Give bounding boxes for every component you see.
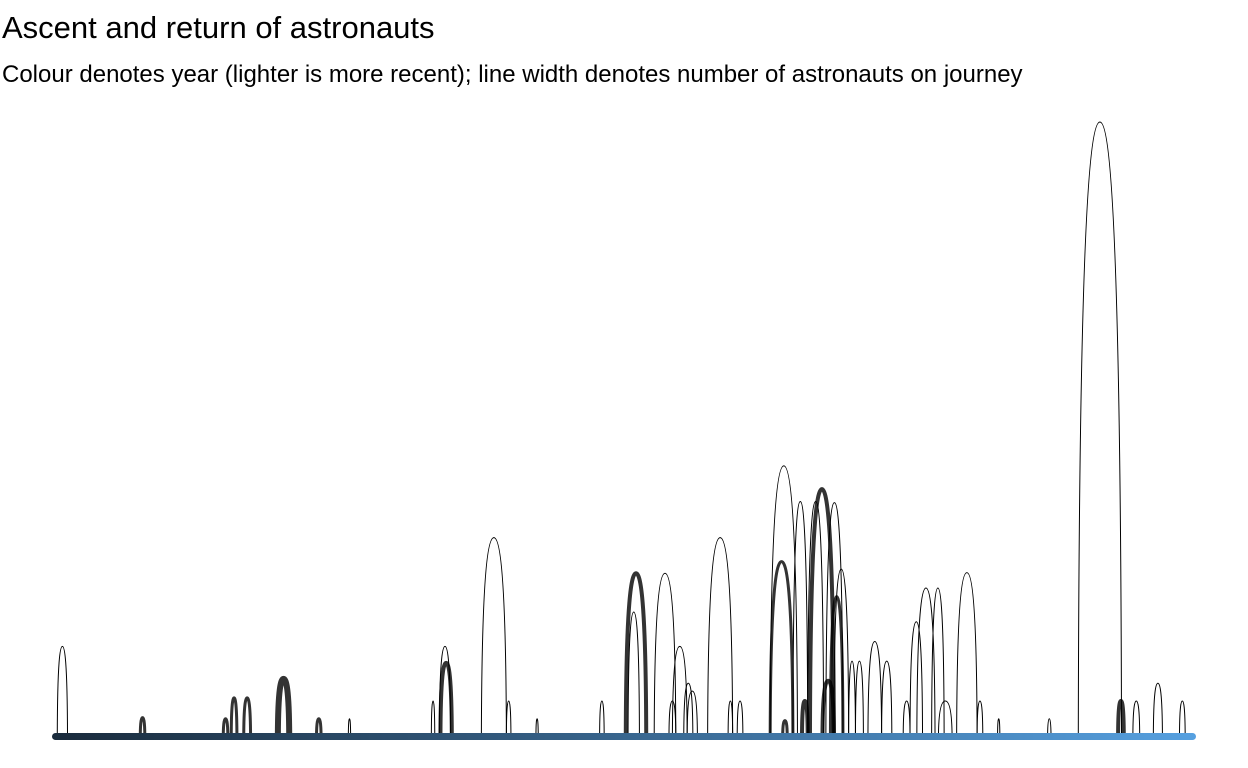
journey-arc-49 [1047,718,1052,737]
journey-arc-17 [627,611,640,737]
journey-arc-39 [867,640,883,737]
journey-arc-15 [599,700,605,737]
journey-arc-2 [138,716,147,737]
journey-arc-53 [1152,682,1163,737]
chart-title: Ascent and return of astronauts [2,10,435,45]
journey-arc-54 [1178,700,1186,737]
journey-arc-40 [881,660,893,737]
journey-arc-18 [653,572,677,737]
journey-arc-25 [736,700,744,737]
journey-arc-24 [727,700,734,737]
journey-arc-27 [768,560,795,737]
journey-arc-12 [480,537,507,737]
journey-arc-38 [854,660,864,737]
timeline-baseline [52,733,1196,740]
journey-arc-29 [792,500,809,737]
journey-arc-7 [315,717,323,737]
journey-arc-50 [1077,121,1123,737]
chart-subtitle: Colour denotes year (lighter is more rec… [2,61,1023,88]
journey-arc-30 [800,699,810,737]
journey-arc-22 [686,690,698,737]
journey-arc-16 [623,571,649,737]
journey-arc-5 [242,696,253,737]
journey-arc-6 [274,675,293,737]
journey-arc-20 [671,645,688,737]
journey-arc-42 [909,621,924,737]
journey-arc-4 [229,696,239,737]
journey-arc-47 [976,700,984,737]
arcs-layer [56,121,1186,737]
journey-arc-1 [56,645,69,737]
journey-arc-21 [683,682,694,737]
journey-arc-46 [956,572,978,737]
journey-arc-33 [820,678,836,737]
journey-arc-9 [430,700,436,737]
journey-arc-34 [825,502,844,737]
journey-arc-13 [505,700,512,737]
journey-arc-8 [347,718,352,737]
journey-arc-48 [997,718,1001,737]
journey-arc-14 [535,718,539,737]
journey-arc-32 [807,487,836,737]
journey-arc-51 [1116,699,1126,737]
journey-arc-45 [937,700,953,737]
journey-arc-37 [848,660,856,737]
journey-arc-36 [833,568,850,737]
journey-arc-43 [916,587,936,737]
journey-arc-23 [707,537,734,737]
journey-arc-52 [1132,700,1141,737]
journey-arc-44 [931,587,945,737]
journey-arc-41 [902,700,911,737]
journey-arc-28 [781,719,789,737]
journey-arc-11 [438,660,454,737]
journey-arc-26 [769,465,798,737]
journey-arc-3 [221,717,230,737]
